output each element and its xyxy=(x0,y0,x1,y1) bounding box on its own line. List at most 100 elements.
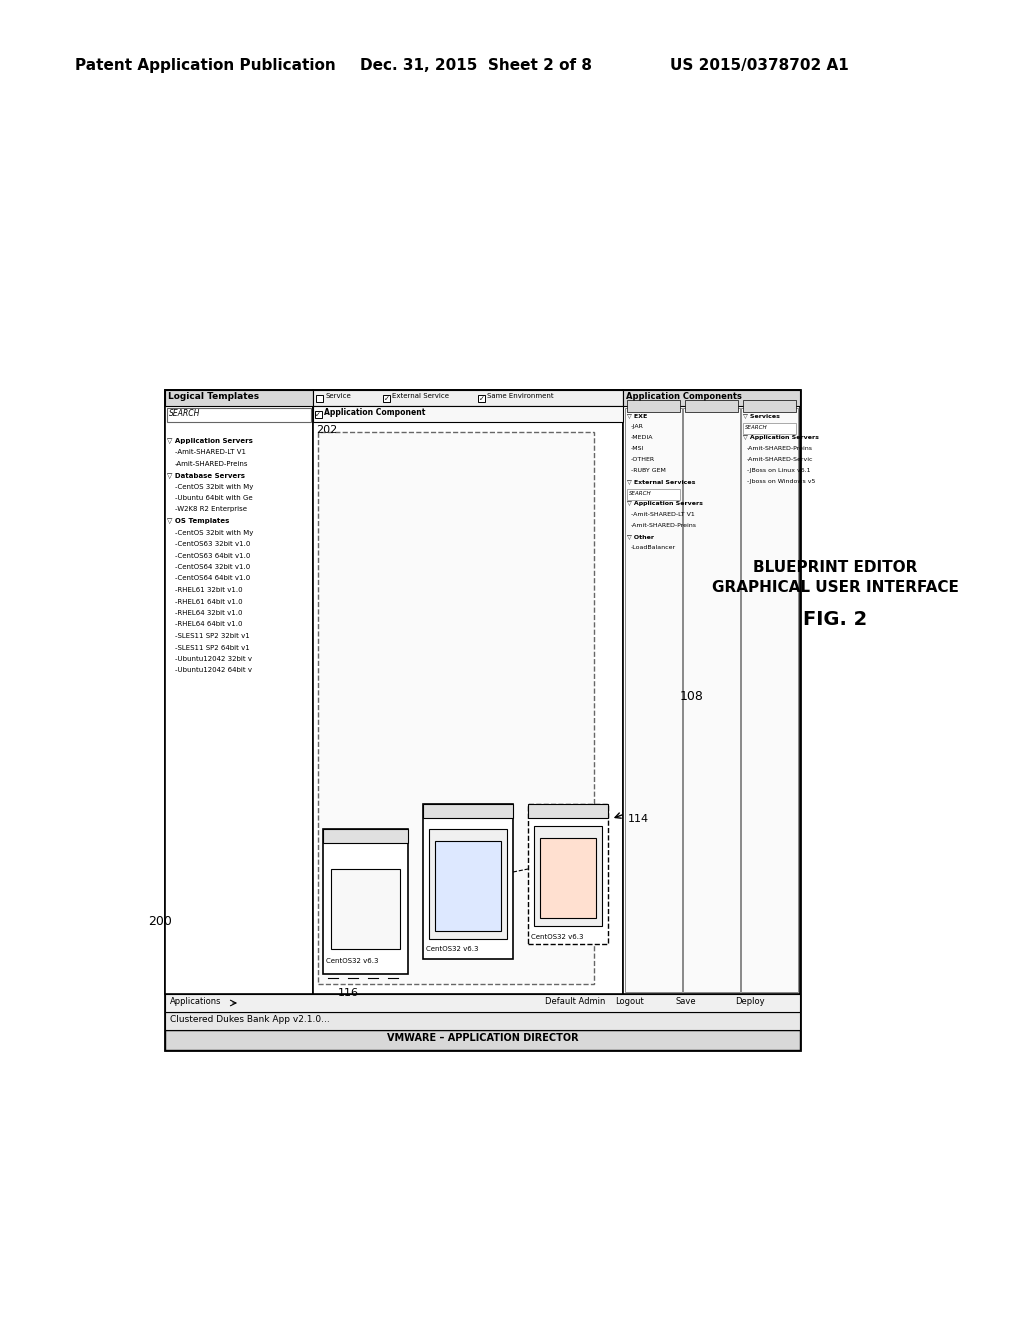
Bar xyxy=(528,804,608,818)
Bar xyxy=(683,408,740,993)
Text: ✓: ✓ xyxy=(479,396,485,403)
Bar xyxy=(478,395,485,403)
Bar xyxy=(625,408,682,993)
Text: -RUBY GEM: -RUBY GEM xyxy=(631,469,666,473)
Text: JBossAppServer: JBossAppServer xyxy=(437,832,486,837)
Text: Deploy: Deploy xyxy=(735,997,765,1006)
Text: -Jboss on Windows v5: -Jboss on Windows v5 xyxy=(746,479,815,484)
Text: 110: 110 xyxy=(558,873,579,882)
Text: appserver: appserver xyxy=(425,805,469,814)
Bar xyxy=(743,400,796,412)
Bar xyxy=(435,841,501,931)
Bar xyxy=(741,408,798,993)
Bar xyxy=(165,1030,800,1049)
Bar xyxy=(623,389,800,407)
Text: ▽ External Services: ▽ External Services xyxy=(627,479,695,484)
Text: Clustered Dukes Bank App v2.1.0...: Clustered Dukes Bank App v2.1.0... xyxy=(170,1015,330,1024)
Text: -Amit-SHARED-Preins: -Amit-SHARED-Preins xyxy=(631,523,697,528)
Text: -Amit-SHARED-LT V1: -Amit-SHARED-LT V1 xyxy=(175,449,246,455)
Bar xyxy=(165,994,800,1012)
Text: Save: Save xyxy=(675,997,695,1006)
Bar xyxy=(167,408,311,422)
Bar xyxy=(165,1012,800,1030)
Text: MySql: MySql xyxy=(542,830,561,836)
Text: VMWARE – APPLICATION DIRECTOR: VMWARE – APPLICATION DIRECTOR xyxy=(387,1034,579,1043)
Text: -CentOS64 64bit v1.0: -CentOS64 64bit v1.0 xyxy=(175,576,250,582)
Text: -MSI: -MSI xyxy=(631,446,644,451)
Text: -LoadBalancer: -LoadBalancer xyxy=(631,545,676,550)
Text: 108: 108 xyxy=(680,690,703,704)
Text: -RHEL61 64bit v1.0: -RHEL61 64bit v1.0 xyxy=(175,598,243,605)
Text: Logout: Logout xyxy=(615,997,644,1006)
Text: Application Components: Application Components xyxy=(626,392,741,401)
Text: -CentOS63 32bit v1.0: -CentOS63 32bit v1.0 xyxy=(175,541,251,546)
Text: ▽ Application Servers: ▽ Application Servers xyxy=(167,437,253,444)
Bar xyxy=(315,411,322,418)
Text: SEARCH: SEARCH xyxy=(169,409,201,418)
Text: Logical Templates: Logical Templates xyxy=(168,392,259,401)
Bar xyxy=(540,838,596,917)
Bar xyxy=(313,389,623,994)
Bar xyxy=(627,488,680,500)
Text: -CentOS64 32bit v1.0: -CentOS64 32bit v1.0 xyxy=(175,564,250,570)
Text: Apache_LB: Apache_LB xyxy=(335,871,373,878)
Text: External Service: External Service xyxy=(392,393,449,399)
Bar xyxy=(323,829,408,974)
Text: ✓: ✓ xyxy=(384,396,390,403)
Text: -OTHER: -OTHER xyxy=(631,457,655,462)
Text: -Ubuntu12042 64bit v: -Ubuntu12042 64bit v xyxy=(175,668,252,673)
Text: ▽ Services: ▽ Services xyxy=(743,413,780,418)
Text: SEARCH: SEARCH xyxy=(745,425,768,430)
Text: -CentOS63 64bit v1.0: -CentOS63 64bit v1.0 xyxy=(175,553,251,558)
Text: ▽ Database Servers: ▽ Database Servers xyxy=(167,473,245,478)
Text: 200: 200 xyxy=(148,915,172,928)
Bar xyxy=(423,804,513,960)
Bar xyxy=(165,389,313,994)
Bar xyxy=(323,829,408,843)
Text: US 2015/0378702 A1: US 2015/0378702 A1 xyxy=(670,58,849,73)
Text: -RHEL64 32bit v1.0: -RHEL64 32bit v1.0 xyxy=(175,610,243,616)
Text: database: database xyxy=(530,805,570,814)
Text: Default Admin: Default Admin xyxy=(545,997,605,1006)
Bar xyxy=(165,389,800,1049)
Bar xyxy=(313,389,623,407)
Text: CentOS32 v6.3: CentOS32 v6.3 xyxy=(326,958,379,964)
Text: -JBoss on Linux v6.1: -JBoss on Linux v6.1 xyxy=(746,469,811,473)
Text: 116: 116 xyxy=(338,987,359,998)
Bar xyxy=(423,804,513,818)
Bar xyxy=(528,804,608,944)
Text: ▽ Other: ▽ Other xyxy=(627,535,654,539)
Text: Patent Application Publication: Patent Application Publication xyxy=(75,58,336,73)
Text: -Amit-SHARED-Preins: -Amit-SHARED-Preins xyxy=(175,461,249,466)
Text: -Amit-SHARED-Servic: -Amit-SHARED-Servic xyxy=(746,457,813,462)
Text: -JAR: -JAR xyxy=(631,424,644,429)
Text: -W2K8 R2 Enterprise: -W2K8 R2 Enterprise xyxy=(175,507,247,512)
Text: ▽ EXE: ▽ EXE xyxy=(627,413,647,418)
Bar xyxy=(383,395,390,403)
Text: 112: 112 xyxy=(558,829,580,840)
Text: -SLES11 SP2 64bit v1: -SLES11 SP2 64bit v1 xyxy=(175,644,250,651)
Text: -CentOS 32bit with My: -CentOS 32bit with My xyxy=(175,529,253,536)
Bar xyxy=(627,400,680,412)
Bar xyxy=(313,407,623,422)
Text: -CentOS 32bit with My: -CentOS 32bit with My xyxy=(175,483,253,490)
Text: -Amit-SHARED-LT V1: -Amit-SHARED-LT V1 xyxy=(631,512,694,517)
Text: ✓: ✓ xyxy=(315,412,321,418)
Bar xyxy=(623,389,800,994)
Bar xyxy=(318,432,594,983)
Bar xyxy=(534,826,602,927)
Text: Dec. 31, 2015  Sheet 2 of 8: Dec. 31, 2015 Sheet 2 of 8 xyxy=(360,58,592,73)
Text: BLUEPRINT EDITOR: BLUEPRINT EDITOR xyxy=(753,560,918,576)
Text: -RHEL61 32bit v1.0: -RHEL61 32bit v1.0 xyxy=(175,587,243,593)
Bar xyxy=(429,829,507,939)
Text: Same Environment: Same Environment xyxy=(487,393,554,399)
Text: Service: Service xyxy=(325,393,351,399)
Text: -RHEL64 64bit v1.0: -RHEL64 64bit v1.0 xyxy=(175,622,243,627)
Text: 114: 114 xyxy=(628,814,649,824)
Text: GRAPHICAL USER INTERFACE: GRAPHICAL USER INTERFACE xyxy=(712,579,958,595)
Text: -Ubuntu12042 32bit v: -Ubuntu12042 32bit v xyxy=(175,656,252,663)
Text: CentOS32 v6.3: CentOS32 v6.3 xyxy=(531,935,584,940)
Text: load_balancer: load_balancer xyxy=(325,830,385,840)
Text: Applications: Applications xyxy=(170,997,221,1006)
Bar xyxy=(331,869,400,949)
